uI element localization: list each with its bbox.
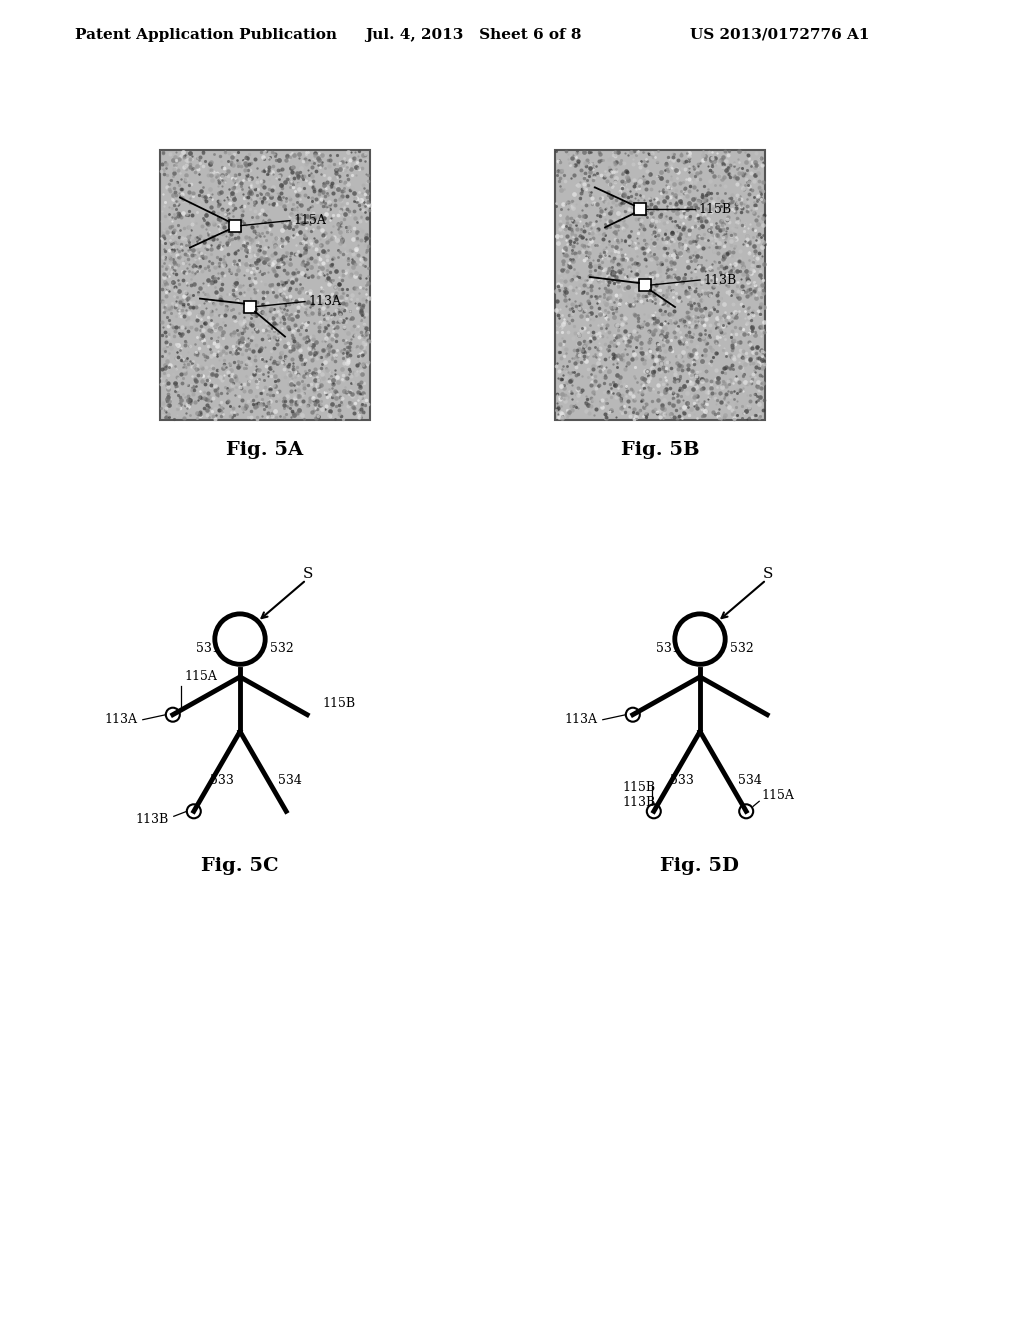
Bar — [639, 279, 651, 290]
Text: 113B: 113B — [135, 813, 168, 826]
Text: 115A: 115A — [184, 669, 218, 682]
Text: Fig. 5D: Fig. 5D — [660, 857, 739, 875]
Text: 533: 533 — [210, 774, 233, 787]
Text: 113B: 113B — [703, 273, 736, 286]
Text: 532: 532 — [730, 642, 754, 655]
Text: 531: 531 — [196, 642, 220, 655]
Text: 115A: 115A — [761, 789, 794, 803]
Text: Patent Application Publication: Patent Application Publication — [75, 28, 337, 42]
Text: Fig. 5A: Fig. 5A — [226, 441, 303, 459]
Text: 113B: 113B — [623, 796, 655, 809]
Text: S: S — [303, 566, 313, 581]
Bar — [229, 219, 241, 231]
Text: 115B: 115B — [623, 781, 655, 795]
Text: 531: 531 — [656, 642, 680, 655]
Text: 534: 534 — [279, 774, 302, 787]
Bar — [555, 150, 765, 420]
Bar — [244, 301, 256, 313]
Text: 113A: 113A — [564, 713, 597, 726]
Text: 115A: 115A — [293, 214, 326, 227]
Text: 113A: 113A — [104, 713, 137, 726]
Text: Fig. 5C: Fig. 5C — [201, 857, 279, 875]
Text: 115B: 115B — [698, 203, 731, 216]
Text: 533: 533 — [670, 774, 694, 787]
Text: 532: 532 — [270, 642, 294, 655]
Text: Jul. 4, 2013   Sheet 6 of 8: Jul. 4, 2013 Sheet 6 of 8 — [365, 28, 582, 42]
Text: 115B: 115B — [323, 697, 355, 710]
Text: US 2013/0172776 A1: US 2013/0172776 A1 — [690, 28, 869, 42]
Text: Fig. 5B: Fig. 5B — [621, 441, 699, 459]
Bar — [634, 203, 646, 215]
Bar — [160, 150, 370, 420]
Text: 534: 534 — [738, 774, 762, 787]
Text: 113A: 113A — [308, 296, 341, 308]
Text: S: S — [763, 566, 773, 581]
